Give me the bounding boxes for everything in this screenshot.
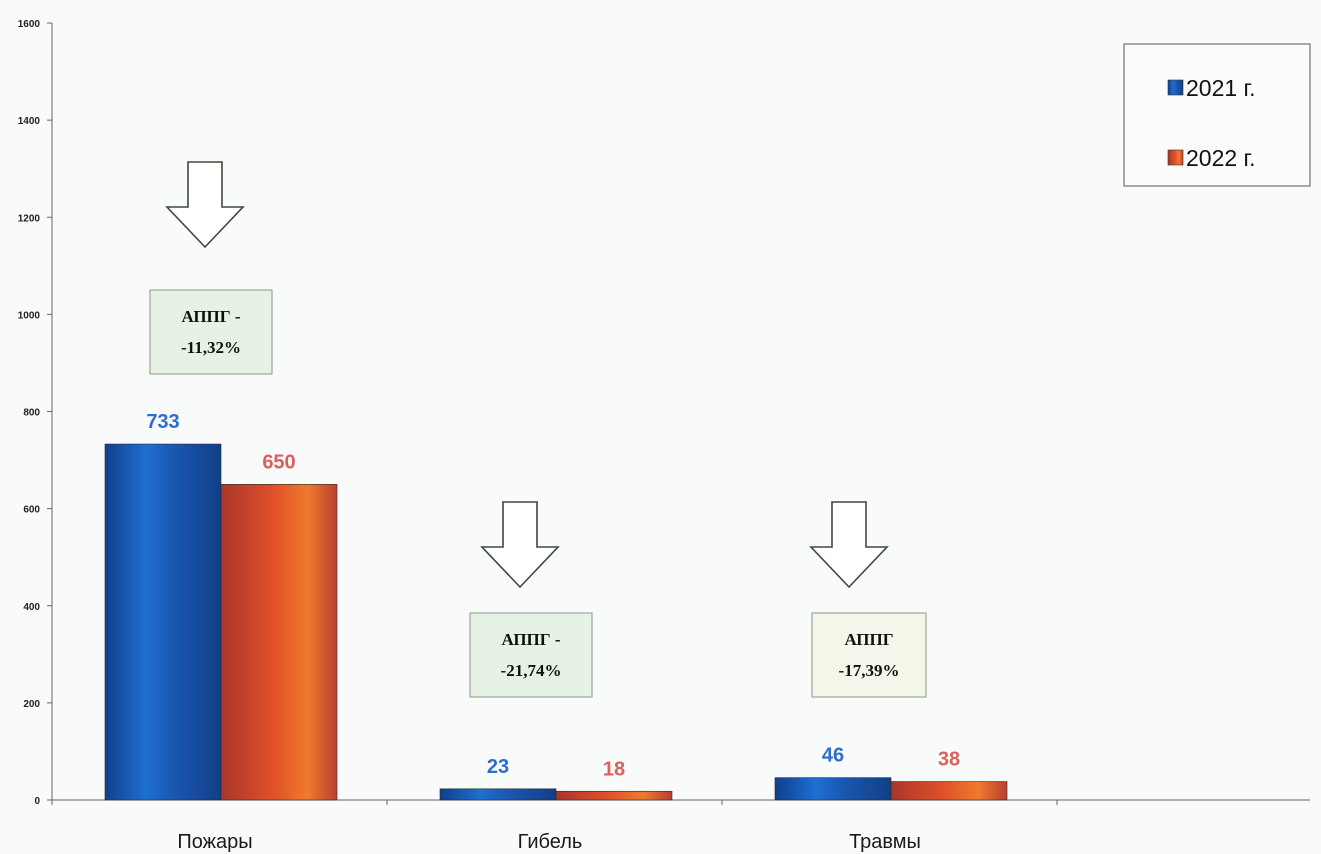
annotation-line2: -11,32% bbox=[181, 338, 241, 357]
value-label: 18 bbox=[603, 758, 625, 780]
annotation-box bbox=[149, 289, 273, 375]
bar bbox=[774, 777, 892, 801]
bar bbox=[439, 788, 557, 801]
legend-label: 2022 г. bbox=[1186, 145, 1256, 171]
y-tick-label: 0 bbox=[34, 796, 40, 807]
value-label: 733 bbox=[146, 411, 179, 433]
legend-label: 2021 г. bbox=[1186, 75, 1256, 101]
y-tick-label: 1000 bbox=[18, 310, 41, 321]
value-label: 38 bbox=[938, 749, 960, 771]
legend-swatch bbox=[1167, 79, 1184, 96]
annotation-line1: АППГ - bbox=[181, 307, 240, 326]
y-tick-label: 1600 bbox=[18, 19, 41, 30]
value-label: 650 bbox=[262, 451, 295, 473]
x-category-label: Гибель bbox=[518, 831, 583, 853]
down-arrow-icon bbox=[165, 161, 245, 249]
annotation-line1: АППГ - bbox=[501, 630, 560, 649]
x-category-label: Травмы bbox=[849, 831, 921, 853]
bar bbox=[890, 781, 1008, 801]
annotation-box bbox=[811, 612, 927, 698]
annotation-line1: АППГ bbox=[844, 630, 893, 649]
annotation-box bbox=[469, 612, 593, 698]
y-tick-label: 400 bbox=[23, 602, 40, 613]
y-tick-label: 600 bbox=[23, 505, 40, 516]
down-arrow-icon bbox=[809, 501, 889, 589]
x-category-label: Пожары bbox=[177, 831, 252, 853]
annotation-line2: -21,74% bbox=[501, 661, 562, 680]
y-tick-label: 200 bbox=[23, 699, 40, 710]
y-tick-label: 1200 bbox=[18, 213, 41, 224]
value-label: 23 bbox=[487, 756, 509, 778]
annotation-line2: -17,39% bbox=[839, 661, 900, 680]
down-arrow-icon bbox=[480, 501, 560, 589]
legend: 2021 г. 2022 г. bbox=[1123, 43, 1311, 187]
legend-box bbox=[1123, 43, 1311, 187]
value-label: 46 bbox=[822, 745, 844, 767]
bar bbox=[220, 484, 338, 801]
bar bbox=[104, 443, 222, 801]
legend-swatch bbox=[1167, 149, 1184, 166]
y-tick-label: 800 bbox=[23, 408, 40, 419]
bar bbox=[555, 790, 673, 801]
y-tick-label: 1400 bbox=[18, 116, 41, 127]
